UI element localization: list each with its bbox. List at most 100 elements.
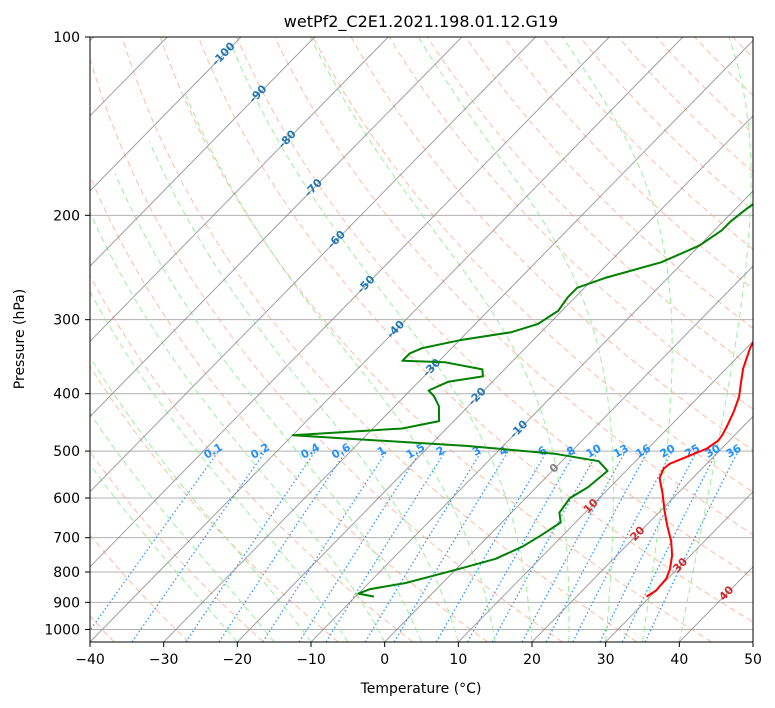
- dry-adiabat: [350, 37, 753, 451]
- dry-adiabat: [312, 37, 753, 493]
- mixing-ratio-label: 0.4: [298, 440, 322, 461]
- dry-adiabat: [388, 37, 753, 410]
- moist-adiabat: [90, 290, 349, 642]
- dry-adiabat: [655, 37, 753, 135]
- moist-adiabat: [418, 37, 614, 642]
- moist-adiabat: [90, 412, 275, 642]
- y-tick-label: 800: [53, 565, 80, 581]
- dry-adiabat: [197, 37, 753, 623]
- x-axis: −40 −30 −20 −10 0 10 20 30 40 50: [75, 642, 762, 668]
- dry-adiabat: [121, 37, 638, 642]
- y-tick-label: 700: [53, 531, 80, 547]
- mixing-ratio-line: [491, 450, 599, 642]
- mixing-ratio-line: [521, 450, 627, 642]
- y-tick-label: 900: [53, 595, 80, 611]
- dry-adiabat: [766, 32, 775, 642]
- dry-adiabat: [503, 37, 753, 290]
- isotherms: [90, 37, 753, 642]
- moist-adiabat: [114, 173, 422, 642]
- x-tick-label: 10: [449, 652, 467, 668]
- isotherm-line: [90, 37, 684, 642]
- isotherm-line: [310, 190, 753, 642]
- moist-adiabat: [90, 355, 312, 642]
- chart-title: wetPf2_C2E1.2021.198.01.12.G19: [284, 12, 558, 32]
- x-tick-label: 0: [380, 652, 389, 668]
- y-tick-label: 600: [53, 491, 80, 507]
- y-tick-label: 300: [53, 313, 80, 329]
- dry-adiabat: [90, 56, 563, 642]
- mixing-ratio-line: [218, 450, 347, 642]
- x-tick-label: −30: [149, 652, 179, 668]
- mixing-ratio-label: 0.1: [201, 441, 224, 462]
- isotherm-line: [531, 415, 753, 642]
- y-tick-label: 200: [53, 208, 80, 224]
- mixing-ratio-label: 0.2: [248, 441, 271, 462]
- dry-adiabat: [541, 37, 753, 251]
- y-tick-label: 100: [53, 30, 80, 46]
- dry-adiabat: [90, 274, 414, 642]
- y-tick-label: 1000: [44, 622, 80, 638]
- moist-adiabat: [309, 37, 570, 642]
- reference-labels: -100-90-80-70-60-50-40-30-20-10010203040…: [201, 39, 743, 603]
- mixing-ratio-line: [621, 450, 718, 642]
- mixing-ratio-label: 13: [611, 442, 631, 461]
- dry-adiabat: [236, 37, 753, 579]
- isotherm-line: [90, 37, 242, 192]
- moist-adiabat: [561, 37, 673, 642]
- y-axis-title: Pressure (hPa): [12, 289, 28, 389]
- moist-adiabat: [678, 37, 752, 642]
- sounding-series: [291, 203, 753, 598]
- mixing-ratio-lines: [90, 450, 739, 642]
- mixing-ratio-line: [185, 450, 316, 642]
- mixing-ratio-line: [325, 450, 446, 642]
- isotherm-line: [605, 490, 753, 642]
- y-axis: 100 200 300 400 500 600 700 800 900 1000: [44, 30, 90, 638]
- dewpoint-line: [291, 203, 753, 598]
- moist-adiabat: [185, 94, 496, 642]
- y-tick-label: 400: [53, 387, 80, 403]
- isotherm-line: [90, 37, 315, 267]
- mixing-ratio-line: [364, 450, 483, 642]
- isotherm-line: [457, 340, 753, 642]
- mixing-ratio-label: 10: [584, 442, 604, 461]
- mixing-ratio-label: 20: [658, 442, 678, 461]
- dry-adiabat: [731, 37, 753, 58]
- background-grid: [90, 37, 753, 630]
- mixing-ratio-line: [545, 450, 649, 642]
- y-tick-label: 500: [53, 444, 80, 460]
- mixing-ratio-line: [572, 450, 673, 642]
- mixing-ratio-line: [298, 450, 422, 642]
- isotherm-line: [90, 37, 610, 568]
- mixing-ratio-label: 36: [724, 442, 744, 461]
- mixing-ratio-line: [466, 450, 577, 642]
- x-tick-label: 50: [744, 652, 762, 668]
- mixing-ratio-line: [90, 450, 220, 632]
- moist-adiabat: [90, 463, 238, 642]
- x-tick-label: 30: [597, 652, 615, 668]
- mixing-ratio-label: 0.6: [329, 440, 353, 461]
- isotherm-line: [752, 641, 753, 642]
- isotherm-line: [90, 37, 536, 493]
- mixing-ratio-line: [131, 450, 266, 642]
- mixing-ratio-label: 16: [633, 442, 653, 461]
- temperature-line: [645, 340, 753, 598]
- mixing-ratio-line: [393, 450, 509, 642]
- dry-adiabat: [90, 175, 488, 642]
- mixing-ratio-line: [262, 450, 388, 642]
- isotherm-line: [384, 265, 753, 642]
- x-axis-title: Temperature (°C): [360, 681, 482, 697]
- mixing-ratio-line: [599, 450, 698, 642]
- moist-adiabat: [90, 210, 386, 642]
- dry-adiabat: [617, 37, 753, 173]
- isotherm-line: [90, 37, 463, 418]
- isotherm-line: [236, 115, 753, 642]
- isotherm-line: [90, 37, 389, 343]
- x-tick-label: 40: [670, 652, 688, 668]
- plot-frame: [89, 36, 754, 643]
- dry-adiabat: [693, 37, 753, 96]
- dry-adiabat: [464, 37, 753, 329]
- dry-adiabat: [90, 451, 264, 642]
- adiabats: [90, 32, 775, 642]
- moist-adiabat: [148, 141, 459, 642]
